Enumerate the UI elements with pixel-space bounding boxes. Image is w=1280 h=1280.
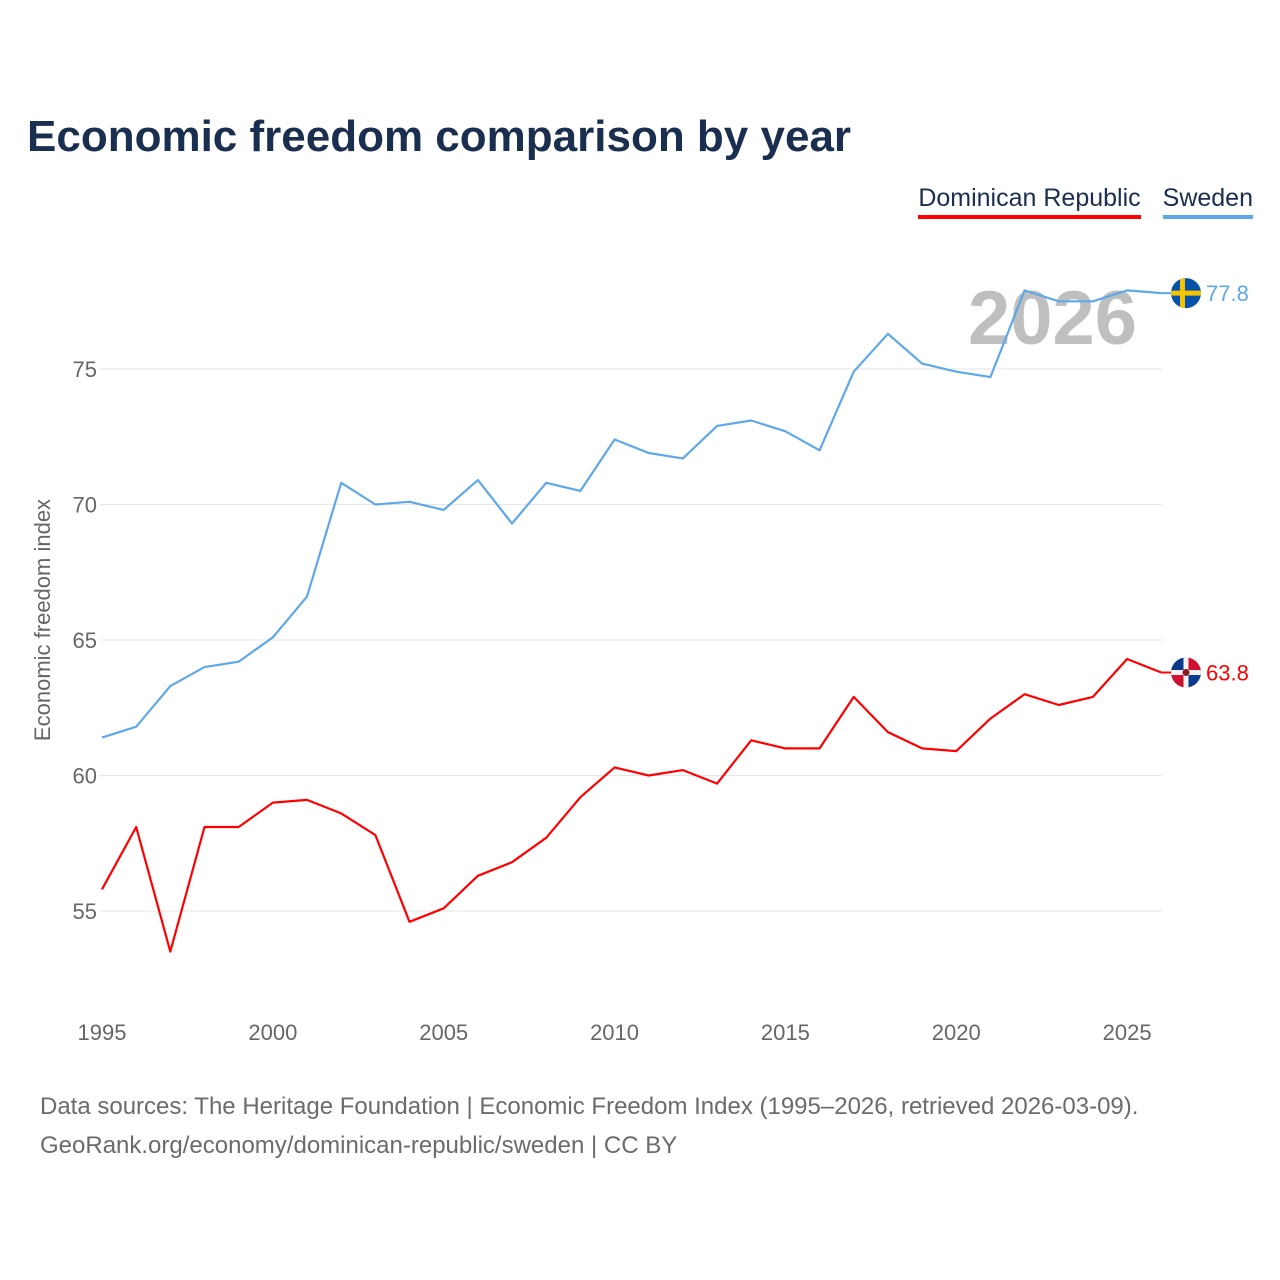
flag-body — [1171, 657, 1201, 688]
sweden-flag-icon — [1171, 278, 1201, 309]
series-line-dominican-republic — [101, 657, 1162, 953]
x-tick-label: 2020 — [932, 1020, 981, 1045]
legend-item-sweden[interactable]: Sweden — [1162, 184, 1253, 219]
year-watermark: 2026 — [968, 276, 1138, 361]
y-axis-label: Economic freedom index — [30, 499, 55, 741]
y-tick-label: 75 — [73, 357, 97, 382]
end-value-label: 77.8 — [1206, 281, 1249, 306]
source-link[interactable]: GeoRank.org/economy/dominican-republic/s… — [40, 1132, 678, 1159]
end-value-label: 63.8 — [1206, 661, 1249, 686]
data-source-note: Data sources: The Heritage Foundation | … — [40, 1093, 1139, 1120]
x-tick-label: 2015 — [761, 1020, 810, 1045]
y-tick-label: 60 — [73, 764, 97, 789]
flag-body — [1171, 278, 1201, 309]
y-tick-label: 65 — [73, 628, 97, 653]
flag-cross-h — [1171, 290, 1201, 296]
legend: Dominican Republic Sweden — [918, 184, 1253, 219]
y-tick-label: 70 — [73, 493, 97, 518]
legend-item-dominican-republic[interactable]: Dominican Republic — [918, 184, 1141, 219]
flag-emblem — [1182, 669, 1190, 677]
x-tick-label: 2025 — [1103, 1020, 1152, 1045]
x-tick-label: 1995 — [78, 1020, 127, 1045]
dominican-republic-flag-icon — [1171, 657, 1201, 688]
y-tick-label: 55 — [73, 899, 97, 924]
flag-cross-v — [1180, 278, 1185, 309]
x-tick-label: 2010 — [590, 1020, 639, 1045]
x-tick-label: 2000 — [248, 1020, 297, 1045]
chart-title: Economic freedom comparison by year — [27, 112, 852, 161]
footer: Data sources: The Heritage Foundation | … — [40, 1087, 1138, 1165]
series-line-sweden — [101, 289, 1162, 739]
x-tick-label: 2005 — [419, 1020, 468, 1045]
